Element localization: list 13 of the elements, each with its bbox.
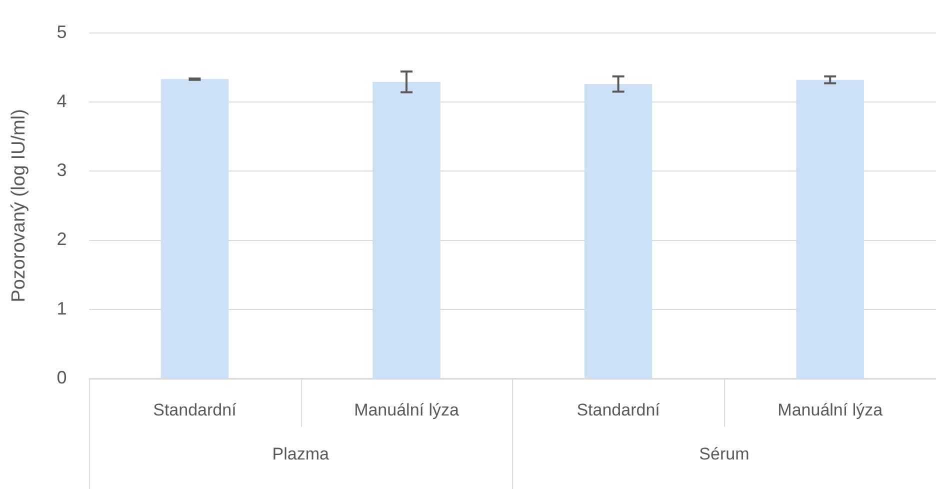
x-tick-label: Manuální lýza xyxy=(354,400,460,420)
y-tick-label: 0 xyxy=(56,368,67,388)
text: Plazma xyxy=(272,444,330,464)
x-tick-label: Standardní xyxy=(153,400,237,420)
text: Sérum xyxy=(699,444,750,464)
y-tick-label: 5 xyxy=(56,22,67,42)
y-tick-label: 4 xyxy=(56,90,67,111)
y-axis-title: Pozorovaný (log IU/ml) xyxy=(8,109,30,302)
y-tick-label: 1 xyxy=(56,298,67,318)
x-tick-label: Manuální lýza xyxy=(778,400,884,420)
x-tick-label: Standardní xyxy=(576,400,660,420)
y-tick-label: 3 xyxy=(56,160,67,180)
y-tick-label: 2 xyxy=(56,229,67,250)
